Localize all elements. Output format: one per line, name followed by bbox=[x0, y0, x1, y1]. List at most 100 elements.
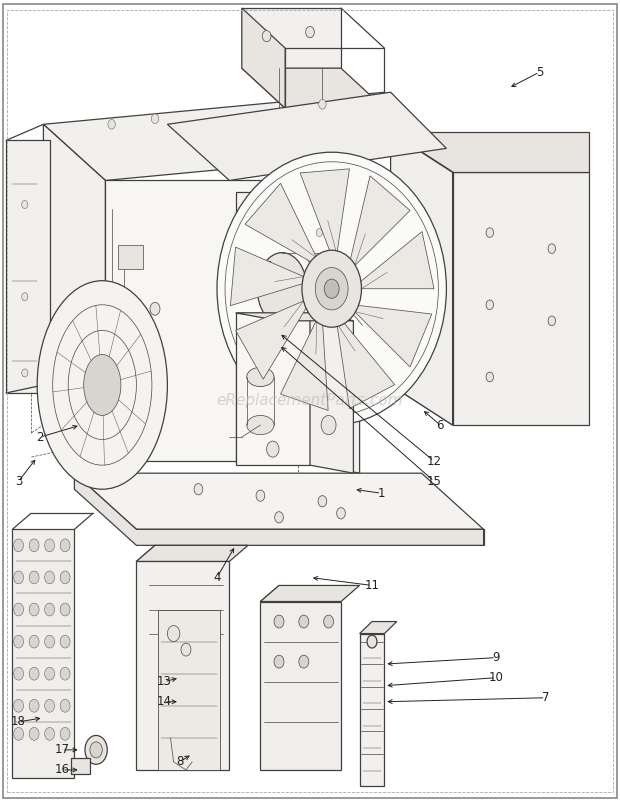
Polygon shape bbox=[136, 545, 248, 561]
Text: eReplacementParts.com: eReplacementParts.com bbox=[216, 394, 404, 408]
Polygon shape bbox=[118, 245, 143, 269]
Circle shape bbox=[151, 114, 159, 124]
Ellipse shape bbox=[37, 281, 167, 489]
Polygon shape bbox=[43, 92, 446, 180]
Circle shape bbox=[274, 655, 284, 668]
Polygon shape bbox=[245, 184, 317, 262]
Circle shape bbox=[302, 250, 361, 327]
Circle shape bbox=[262, 235, 271, 246]
Text: 12: 12 bbox=[427, 455, 441, 468]
Polygon shape bbox=[236, 313, 353, 321]
Circle shape bbox=[486, 300, 494, 310]
Circle shape bbox=[299, 615, 309, 628]
Text: 2: 2 bbox=[37, 431, 44, 444]
Text: 5: 5 bbox=[536, 66, 543, 79]
Polygon shape bbox=[337, 322, 395, 408]
Circle shape bbox=[256, 490, 265, 501]
Circle shape bbox=[45, 603, 55, 616]
Polygon shape bbox=[136, 561, 229, 770]
Polygon shape bbox=[74, 473, 484, 545]
Polygon shape bbox=[453, 172, 589, 425]
Circle shape bbox=[367, 635, 377, 648]
Circle shape bbox=[45, 539, 55, 552]
Polygon shape bbox=[360, 634, 384, 786]
Polygon shape bbox=[310, 221, 347, 457]
Circle shape bbox=[486, 228, 494, 237]
Polygon shape bbox=[391, 132, 453, 425]
Polygon shape bbox=[6, 140, 50, 393]
Polygon shape bbox=[245, 261, 270, 285]
Circle shape bbox=[274, 615, 284, 628]
Circle shape bbox=[337, 508, 345, 519]
Text: 16: 16 bbox=[55, 764, 69, 776]
Polygon shape bbox=[360, 622, 397, 634]
Polygon shape bbox=[236, 301, 306, 379]
Circle shape bbox=[299, 655, 309, 668]
Polygon shape bbox=[12, 529, 74, 778]
Text: 6: 6 bbox=[436, 419, 444, 431]
Circle shape bbox=[85, 735, 107, 764]
Circle shape bbox=[14, 727, 24, 740]
Circle shape bbox=[318, 496, 327, 507]
Circle shape bbox=[22, 293, 28, 301]
Circle shape bbox=[275, 512, 283, 523]
Polygon shape bbox=[231, 247, 304, 306]
Circle shape bbox=[29, 571, 39, 584]
Polygon shape bbox=[260, 602, 341, 770]
Circle shape bbox=[14, 635, 24, 648]
Circle shape bbox=[29, 727, 39, 740]
Circle shape bbox=[29, 539, 39, 552]
Circle shape bbox=[262, 247, 271, 258]
Polygon shape bbox=[74, 473, 484, 529]
Circle shape bbox=[267, 441, 279, 457]
Text: 15: 15 bbox=[427, 475, 441, 488]
Circle shape bbox=[194, 484, 203, 495]
Circle shape bbox=[262, 30, 271, 42]
Circle shape bbox=[316, 229, 322, 237]
Polygon shape bbox=[236, 192, 298, 461]
Circle shape bbox=[60, 603, 70, 616]
Ellipse shape bbox=[84, 354, 121, 415]
Polygon shape bbox=[260, 585, 360, 602]
Polygon shape bbox=[242, 8, 285, 108]
Circle shape bbox=[14, 699, 24, 712]
Text: 10: 10 bbox=[489, 671, 503, 684]
Text: 17: 17 bbox=[55, 743, 69, 756]
Polygon shape bbox=[280, 319, 328, 411]
Circle shape bbox=[29, 667, 39, 680]
Circle shape bbox=[306, 26, 314, 38]
Polygon shape bbox=[43, 124, 105, 188]
Polygon shape bbox=[350, 176, 410, 266]
Circle shape bbox=[324, 615, 334, 628]
Polygon shape bbox=[242, 68, 384, 108]
Circle shape bbox=[29, 699, 39, 712]
Circle shape bbox=[60, 635, 70, 648]
Ellipse shape bbox=[247, 415, 274, 435]
Circle shape bbox=[14, 571, 24, 584]
Text: 7: 7 bbox=[542, 691, 549, 704]
Text: 11: 11 bbox=[365, 579, 379, 592]
Circle shape bbox=[14, 667, 24, 680]
Circle shape bbox=[45, 571, 55, 584]
Circle shape bbox=[45, 667, 55, 680]
Circle shape bbox=[316, 268, 348, 310]
Circle shape bbox=[45, 635, 55, 648]
Circle shape bbox=[319, 99, 326, 109]
Polygon shape bbox=[71, 758, 90, 774]
Ellipse shape bbox=[257, 253, 307, 325]
Polygon shape bbox=[355, 306, 432, 367]
Circle shape bbox=[29, 603, 39, 616]
Polygon shape bbox=[236, 313, 310, 465]
Circle shape bbox=[45, 699, 55, 712]
Text: 18: 18 bbox=[11, 715, 26, 728]
Circle shape bbox=[60, 667, 70, 680]
Text: 8: 8 bbox=[176, 755, 184, 768]
Circle shape bbox=[324, 279, 339, 298]
Circle shape bbox=[90, 742, 102, 758]
Circle shape bbox=[22, 369, 28, 377]
Circle shape bbox=[14, 539, 24, 552]
Circle shape bbox=[150, 302, 160, 315]
Circle shape bbox=[181, 643, 191, 656]
Circle shape bbox=[60, 571, 70, 584]
Polygon shape bbox=[310, 313, 353, 473]
